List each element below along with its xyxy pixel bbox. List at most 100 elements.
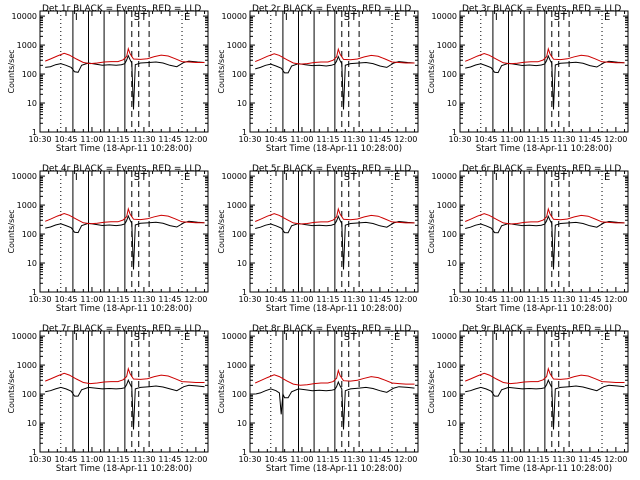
x-tick-label: 10:45 bbox=[474, 455, 497, 464]
time-marker-label: I bbox=[495, 12, 498, 23]
x-tick-label: 11:45 bbox=[368, 135, 391, 144]
y-tick-label: 1000 bbox=[437, 41, 457, 50]
events-series-line bbox=[255, 55, 415, 110]
plot-frame bbox=[249, 170, 419, 293]
lld-series-line bbox=[45, 366, 205, 385]
x-tick-label: 11:45 bbox=[578, 295, 601, 304]
x-tick-label: 11:15 bbox=[106, 455, 129, 464]
y-tick-label: 1000 bbox=[227, 41, 247, 50]
y-tick-label: 1 bbox=[242, 128, 247, 137]
y-tick-label: 100 bbox=[232, 70, 247, 79]
time-marker-label: T bbox=[350, 332, 358, 343]
lld-series-line bbox=[255, 47, 415, 65]
y-axis-label: Counts/sec bbox=[427, 49, 436, 93]
x-tick-label: 12:00 bbox=[604, 135, 627, 144]
y-axis-label: Counts/sec bbox=[427, 369, 436, 413]
x-tick-label: 11:15 bbox=[526, 295, 549, 304]
x-tick-label: 11:30 bbox=[552, 295, 575, 304]
y-tick-label: 1000 bbox=[227, 361, 247, 370]
panel-title: Det 5r BLACK = Events, RED = LLD bbox=[252, 164, 411, 174]
time-marker-label: E bbox=[604, 12, 610, 23]
x-tick-label: 12:00 bbox=[394, 135, 417, 144]
panel-title: Det 9r BLACK = Events, RED = LLD bbox=[462, 324, 621, 334]
x-tick-label: 11:30 bbox=[342, 295, 365, 304]
time-marker-label: E bbox=[394, 332, 400, 343]
x-tick-label: 10:30 bbox=[448, 135, 471, 144]
time-marker-label: T bbox=[560, 172, 568, 183]
time-marker-label: T bbox=[350, 12, 358, 23]
events-series-line bbox=[465, 214, 625, 270]
x-tick-label: 10:30 bbox=[238, 295, 261, 304]
time-marker-label: I bbox=[495, 172, 498, 183]
events-series-line bbox=[255, 214, 415, 270]
x-tick-label: 10:30 bbox=[28, 295, 51, 304]
y-tick-label: 10 bbox=[447, 99, 457, 108]
x-axis-label: Start Time (18-Apr-11 10:28:00) bbox=[56, 464, 192, 474]
y-tick-label: 10000 bbox=[432, 332, 457, 341]
x-tick-label: 11:45 bbox=[368, 455, 391, 464]
y-tick-label: 1000 bbox=[227, 201, 247, 210]
y-tick-label: 100 bbox=[232, 390, 247, 399]
x-tick-label: 11:30 bbox=[342, 455, 365, 464]
plot-frame bbox=[249, 10, 419, 133]
x-tick-label: 11:00 bbox=[290, 455, 313, 464]
x-tick-label: 10:30 bbox=[238, 135, 261, 144]
lld-series-line bbox=[465, 207, 625, 225]
panel-title: Det 1r BLACK = Events, RED = LLD bbox=[42, 4, 201, 14]
x-axis-label: Start Time (18-Apr-11 10:28:00) bbox=[476, 144, 612, 154]
y-tick-label: 10 bbox=[237, 419, 247, 428]
panel-title: Det 4r BLACK = Events, RED = LLD bbox=[42, 164, 201, 174]
x-tick-label: 12:00 bbox=[604, 455, 627, 464]
events-series-line bbox=[45, 214, 205, 270]
y-tick-label: 10 bbox=[27, 99, 37, 108]
x-tick-label: 12:00 bbox=[604, 295, 627, 304]
y-axis-label: Counts/sec bbox=[7, 369, 16, 413]
x-tick-label: 10:30 bbox=[448, 455, 471, 464]
y-tick-label: 1 bbox=[452, 448, 457, 457]
x-tick-label: 10:45 bbox=[264, 135, 287, 144]
x-tick-label: 11:30 bbox=[342, 135, 365, 144]
events-series-line bbox=[465, 54, 625, 110]
time-marker-label: S bbox=[134, 172, 140, 183]
y-tick-label: 1 bbox=[242, 288, 247, 297]
x-tick-label: 11:00 bbox=[80, 135, 103, 144]
y-tick-label: 10 bbox=[447, 419, 457, 428]
x-tick-label: 10:45 bbox=[54, 135, 77, 144]
x-tick-label: 11:30 bbox=[132, 135, 155, 144]
x-axis-label: Start Time (18-Apr-11 10:28:00) bbox=[266, 144, 402, 154]
time-marker-label: S bbox=[134, 12, 140, 23]
y-tick-label: 10000 bbox=[12, 12, 37, 21]
x-tick-label: 11:45 bbox=[158, 135, 181, 144]
y-tick-label: 10000 bbox=[12, 332, 37, 341]
x-tick-label: 11:15 bbox=[526, 455, 549, 464]
time-marker-label: T bbox=[350, 172, 358, 183]
lld-series-line bbox=[45, 207, 205, 225]
y-tick-label: 100 bbox=[232, 230, 247, 239]
y-tick-label: 100 bbox=[442, 390, 457, 399]
y-tick-label: 10 bbox=[237, 99, 247, 108]
time-marker-label: T bbox=[140, 332, 148, 343]
x-tick-label: 12:00 bbox=[184, 455, 207, 464]
panel-title: Det 8r BLACK = Events, RED = LLD bbox=[252, 324, 411, 334]
y-tick-label: 100 bbox=[442, 230, 457, 239]
plot-frame bbox=[39, 10, 209, 133]
x-tick-label: 11:00 bbox=[500, 135, 523, 144]
y-tick-label: 1 bbox=[452, 288, 457, 297]
x-tick-label: 11:30 bbox=[132, 295, 155, 304]
x-axis-label: Start Time (18-Apr-11 10:28:00) bbox=[476, 304, 612, 314]
time-marker-label: E bbox=[184, 12, 190, 23]
y-tick-label: 10 bbox=[27, 419, 37, 428]
x-axis-label: Start Time (18-Apr-11 10:28:00) bbox=[266, 304, 402, 314]
time-marker-label: S bbox=[554, 332, 560, 343]
time-marker-label: E bbox=[604, 332, 610, 343]
time-marker-label: S bbox=[554, 172, 560, 183]
x-axis-label: Start Time (18-Apr-11 10:28:00) bbox=[56, 304, 192, 314]
panel-title: Det 7r BLACK = Events, RED = LLD bbox=[42, 324, 201, 334]
x-tick-label: 11:45 bbox=[158, 295, 181, 304]
